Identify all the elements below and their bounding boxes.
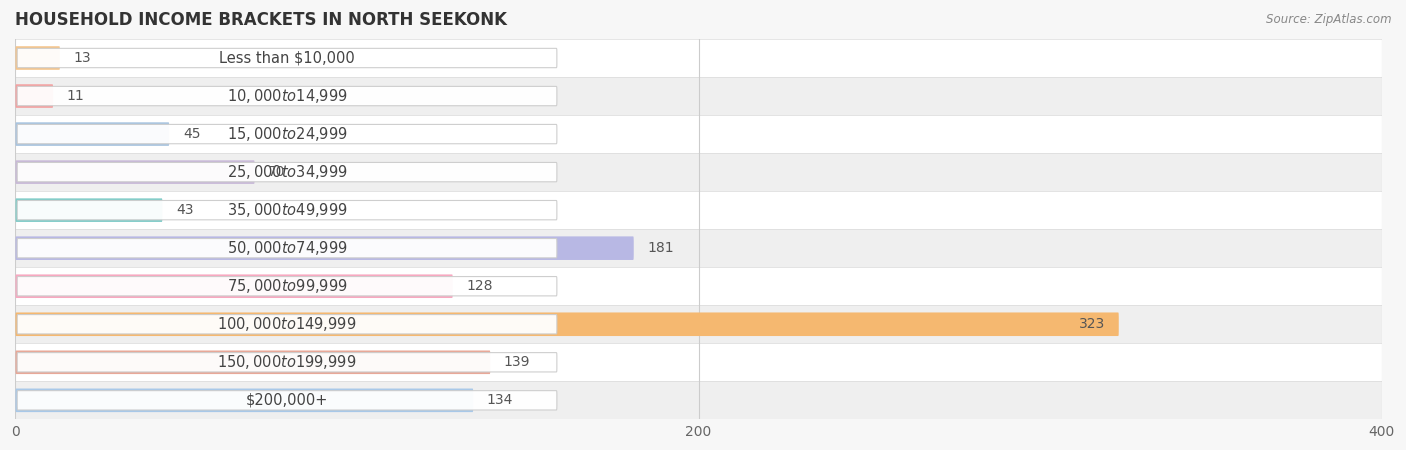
Text: $15,000 to $24,999: $15,000 to $24,999 bbox=[226, 125, 347, 143]
Text: 11: 11 bbox=[66, 89, 84, 103]
Text: 43: 43 bbox=[176, 203, 194, 217]
Text: $35,000 to $49,999: $35,000 to $49,999 bbox=[226, 201, 347, 219]
Text: Source: ZipAtlas.com: Source: ZipAtlas.com bbox=[1267, 14, 1392, 27]
Text: 139: 139 bbox=[503, 356, 530, 369]
FancyBboxPatch shape bbox=[15, 388, 474, 412]
Text: 128: 128 bbox=[467, 279, 494, 293]
FancyBboxPatch shape bbox=[15, 381, 1382, 419]
FancyBboxPatch shape bbox=[15, 46, 60, 70]
Text: $25,000 to $34,999: $25,000 to $34,999 bbox=[226, 163, 347, 181]
FancyBboxPatch shape bbox=[15, 343, 1382, 381]
Text: $10,000 to $14,999: $10,000 to $14,999 bbox=[226, 87, 347, 105]
Text: 323: 323 bbox=[1078, 317, 1105, 331]
FancyBboxPatch shape bbox=[15, 191, 1382, 229]
FancyBboxPatch shape bbox=[15, 267, 1382, 305]
FancyBboxPatch shape bbox=[15, 351, 491, 374]
FancyBboxPatch shape bbox=[15, 39, 1382, 77]
Text: HOUSEHOLD INCOME BRACKETS IN NORTH SEEKONK: HOUSEHOLD INCOME BRACKETS IN NORTH SEEKO… bbox=[15, 11, 508, 29]
FancyBboxPatch shape bbox=[17, 124, 557, 144]
FancyBboxPatch shape bbox=[17, 391, 557, 410]
FancyBboxPatch shape bbox=[15, 84, 53, 108]
FancyBboxPatch shape bbox=[17, 353, 557, 372]
FancyBboxPatch shape bbox=[17, 201, 557, 220]
Text: $100,000 to $149,999: $100,000 to $149,999 bbox=[218, 315, 357, 333]
FancyBboxPatch shape bbox=[15, 115, 1382, 153]
Text: $75,000 to $99,999: $75,000 to $99,999 bbox=[226, 277, 347, 295]
Text: 134: 134 bbox=[486, 393, 513, 407]
FancyBboxPatch shape bbox=[15, 305, 1382, 343]
FancyBboxPatch shape bbox=[17, 162, 557, 182]
FancyBboxPatch shape bbox=[17, 48, 557, 68]
Text: 70: 70 bbox=[269, 165, 285, 179]
Text: $150,000 to $199,999: $150,000 to $199,999 bbox=[218, 353, 357, 371]
Text: Less than $10,000: Less than $10,000 bbox=[219, 50, 354, 66]
Text: 45: 45 bbox=[183, 127, 201, 141]
Text: $200,000+: $200,000+ bbox=[246, 393, 328, 408]
FancyBboxPatch shape bbox=[15, 198, 162, 222]
FancyBboxPatch shape bbox=[17, 315, 557, 334]
FancyBboxPatch shape bbox=[15, 312, 1119, 336]
FancyBboxPatch shape bbox=[15, 122, 169, 146]
FancyBboxPatch shape bbox=[15, 236, 634, 260]
FancyBboxPatch shape bbox=[17, 86, 557, 106]
FancyBboxPatch shape bbox=[15, 274, 453, 298]
FancyBboxPatch shape bbox=[17, 277, 557, 296]
FancyBboxPatch shape bbox=[15, 153, 1382, 191]
Text: 13: 13 bbox=[73, 51, 91, 65]
FancyBboxPatch shape bbox=[15, 77, 1382, 115]
FancyBboxPatch shape bbox=[17, 238, 557, 258]
FancyBboxPatch shape bbox=[15, 160, 254, 184]
Text: $50,000 to $74,999: $50,000 to $74,999 bbox=[226, 239, 347, 257]
FancyBboxPatch shape bbox=[15, 229, 1382, 267]
Text: 181: 181 bbox=[647, 241, 673, 255]
